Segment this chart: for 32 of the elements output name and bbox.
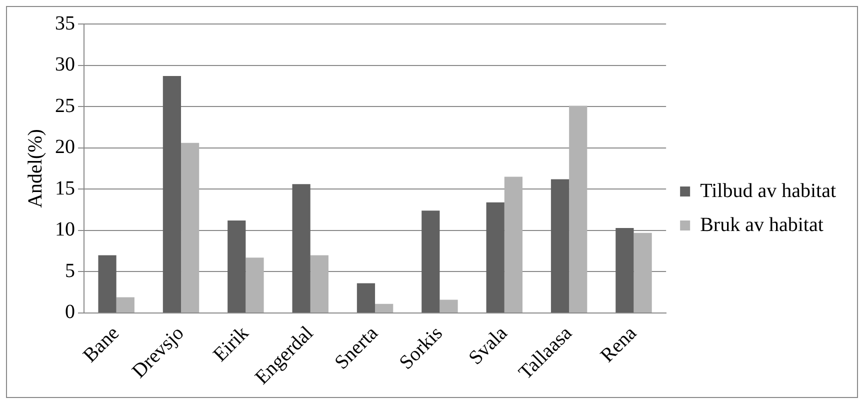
bar: [246, 258, 264, 312]
bar: [228, 220, 246, 312]
bar: [569, 106, 588, 312]
bar: [504, 176, 522, 312]
x-tick-label: Rena: [596, 322, 642, 367]
y-tick-label: 20: [55, 136, 75, 158]
bar: [550, 179, 570, 312]
y-tick-label: 15: [55, 177, 75, 200]
bar: [486, 202, 504, 312]
x-tick-label: Eirik: [209, 322, 253, 366]
y-tick-label: 5: [65, 260, 75, 282]
legend-label: Bruk av habitat: [700, 214, 824, 236]
y-tick-label: 0: [65, 301, 75, 324]
x-tick-label: Bane: [78, 322, 124, 367]
bar: [310, 255, 328, 312]
bar: [98, 255, 116, 312]
bar: [422, 210, 440, 312]
bar: [634, 232, 652, 312]
bar: [162, 76, 182, 312]
bar: [181, 142, 200, 312]
y-tick-label: 35: [55, 12, 75, 34]
bar: [375, 304, 394, 312]
bar: [356, 283, 376, 312]
bar: [116, 297, 134, 312]
y-tick-label: 30: [55, 54, 75, 76]
bar: [440, 300, 458, 312]
bar: [292, 184, 310, 312]
y-axis-title: Andel(%): [24, 129, 46, 208]
y-tick-label: 10: [55, 218, 75, 241]
legend-label: Tilbud av habitat: [700, 180, 836, 202]
y-tick-label: 25: [55, 94, 75, 117]
bar: [616, 228, 634, 312]
